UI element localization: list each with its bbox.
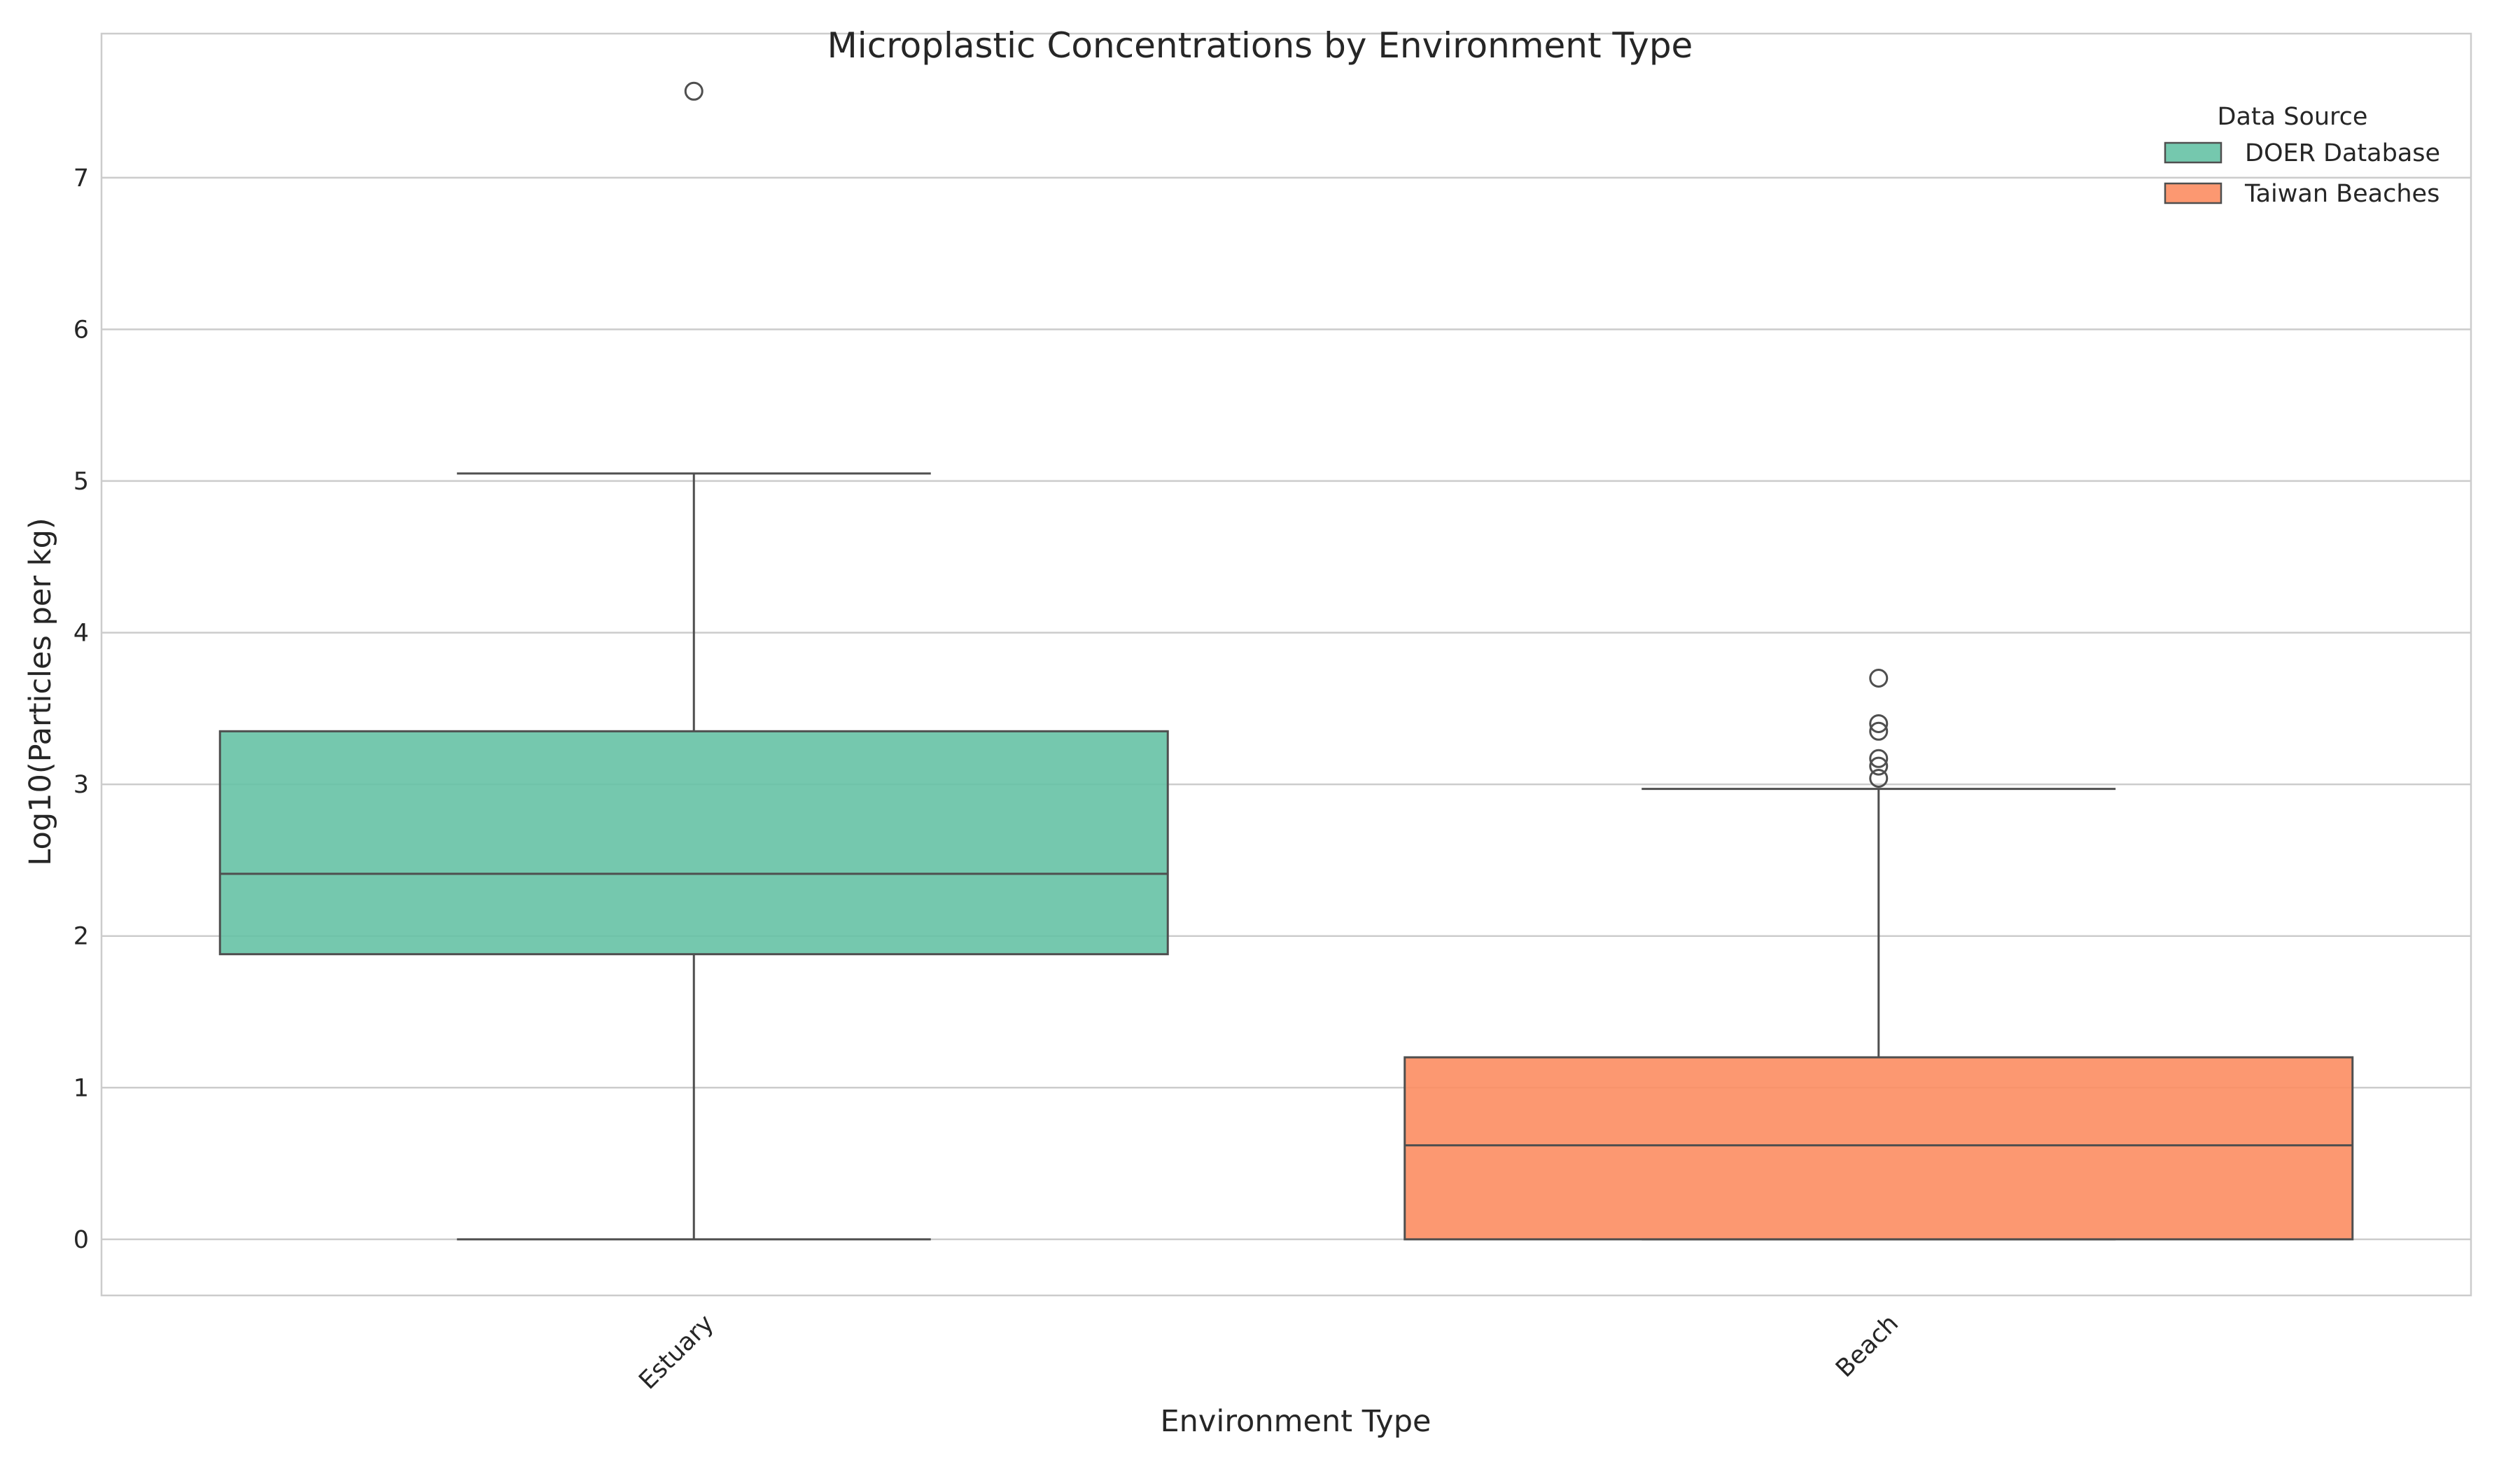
outlier-point <box>1869 714 1889 733</box>
x-axis-label: Environment Type <box>1161 1404 1432 1439</box>
outlier-point <box>684 81 704 101</box>
y-tick-label: 7 <box>74 165 89 193</box>
outlier-point <box>1869 721 1889 741</box>
outlier-point <box>1869 768 1889 788</box>
plot-frame <box>100 32 2472 1297</box>
legend: Data Source DOER Database Taiwan Beaches <box>2164 103 2440 208</box>
box-layer <box>218 81 2354 1241</box>
y-tick-label: 3 <box>74 771 89 799</box>
outlier-point <box>1869 756 1889 776</box>
legend-swatch <box>2164 141 2222 164</box>
legend-label: Taiwan Beaches <box>2244 180 2440 208</box>
y-tick-label: 4 <box>74 620 89 648</box>
iqr-box <box>1404 1056 2354 1241</box>
y-tick-label: 0 <box>74 1226 89 1254</box>
box-group <box>1404 668 2354 1241</box>
y-axis-label: Log10(Particles per kg) <box>23 517 58 865</box>
y-tick-label: 5 <box>74 468 89 496</box>
legend-title: Data Source <box>2218 103 2368 131</box>
outlier-point <box>1869 749 1889 768</box>
outlier-point <box>1869 668 1889 688</box>
legend-label: DOER Database <box>2245 139 2440 167</box>
iqr-box <box>218 730 1169 956</box>
y-tick-label: 6 <box>74 316 89 344</box>
y-tick-label: 1 <box>74 1074 89 1102</box>
legend-swatch <box>2164 182 2222 204</box>
y-tick-label: 2 <box>74 923 89 951</box>
box-group <box>218 81 1169 1241</box>
chart-title: Microplastic Concentrations by Environme… <box>827 25 1693 66</box>
